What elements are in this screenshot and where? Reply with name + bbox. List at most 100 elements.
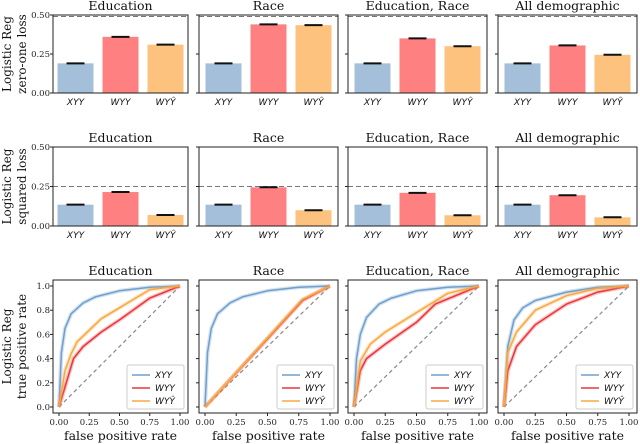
legend-label: WYŶ [155,395,176,407]
subplot: Race XYY WYY WYŶ [196,130,339,241]
subplot-title: All demographic [514,130,619,145]
row-label: squared loss [15,148,29,224]
x-tick-label: 0.50 [557,418,576,428]
subplot-title: Education, Race [366,130,470,145]
bar [147,214,184,226]
x-tick-label: WYŶ [156,229,177,241]
x-tick-label: XYY [214,98,234,108]
subplot: Race XYY WYY WYŶ [196,0,339,108]
legend-label: WYŶ [454,395,475,407]
x-tick-label: WYŶ [453,96,474,108]
legend-label: XYY [304,371,324,381]
x-tick-label: 0.25 [80,418,99,428]
subplot-title: Education [88,0,152,13]
x-axis-label: false positive rate [361,428,474,443]
row-label: Logistic Reg [0,148,14,224]
x-tick-label: 0.75 [588,418,607,428]
x-tick-label: WYY [408,231,429,241]
plot-frame [198,279,339,414]
roc-curve-1 [503,285,630,408]
bar [147,44,184,93]
x-tick-label: 0.25 [526,418,545,428]
row-label: zero-one loss [15,14,29,94]
x-tick-label: 0.25 [227,418,246,428]
bar [354,204,391,226]
x-tick-label: 0.50 [407,418,426,428]
bar [57,204,94,226]
x-tick-label: XYY [66,231,86,241]
x-tick-label: 1.00 [470,418,489,428]
x-tick-label: 0.75 [289,418,308,428]
x-tick-label: 0.50 [258,418,277,428]
x-tick-label: WYŶ [603,229,624,241]
subplot-title: Race [253,0,285,13]
x-tick-label: XYY [363,98,383,108]
roc-curve-1 [58,285,181,408]
legend-label: XYY [453,371,473,381]
bar [354,63,391,93]
x-tick-label: WYY [259,231,280,241]
y-tick-label: 0.2 [36,379,50,389]
x-tick-label: WYY [408,98,429,108]
plot-frame [347,279,488,414]
bar [594,54,631,93]
subplot: Education, Race XYY WYY WYŶ [345,0,488,108]
x-tick-label: 0.00 [345,418,364,428]
x-tick-label: WYŶ [304,96,325,108]
chance-line [353,285,480,408]
roc-curve-0 [353,285,480,408]
y-tick-label: 0.50 [31,143,50,153]
y-tick-label: 0.0 [36,403,50,413]
subplot: All demographic 0.00 0.25 0.50 0.75 1.00false… [495,263,639,443]
subplot-title: Race [253,263,285,278]
bar [102,192,139,226]
bar [57,63,94,93]
plot-frame [198,146,339,227]
row-label: Logistic Reg [0,308,14,384]
x-tick-label: 0.75 [438,418,457,428]
roc-curve-2 [204,285,331,408]
x-tick-label: XYY [513,231,533,241]
y-tick-label: 0.25 [31,50,50,60]
roc-curve-0 [503,285,630,408]
legend-label: WYY [454,384,475,394]
bar [250,24,287,93]
legend-label: WYY [155,384,176,394]
subplot: All demographic XYY WYY WYŶ [495,130,638,241]
subplot: Education, Race 0.00 0.25 0.50 0.75 1.00false… [345,263,489,443]
x-tick-label: 1.00 [171,418,190,428]
y-tick-label: 0.50 [31,11,50,21]
plot-frame [52,279,189,414]
legend-label: WYY [604,384,625,394]
row-label: Logistic Reg [0,16,14,92]
plot-frame [497,14,638,94]
plot-frame [52,14,189,94]
bar [504,204,541,226]
bar [549,45,586,93]
plot-frame [497,279,638,414]
plot-frame [497,146,638,227]
x-tick-label: WYY [111,231,132,241]
roc-curve-2 [58,285,181,408]
x-tick-label: 1.00 [321,418,340,428]
subplot-title: All demographic [514,0,619,13]
subplot-title: All demographic [514,263,619,278]
subplot: All demographic XYY WYY WYŶ [495,0,638,108]
legend-box [126,364,185,410]
x-axis-label: false positive rate [511,428,624,443]
y-tick-label: 0.00 [31,222,50,232]
row-label: true positive rate [15,294,29,399]
chance-line [204,285,331,408]
roc-curve-1 [353,285,480,408]
bar [295,25,332,93]
roc-curve-2 [353,285,480,408]
x-tick-label: XYY [513,98,533,108]
x-tick-label: WYY [111,98,132,108]
bar [102,36,139,93]
x-tick-label: 1.00 [620,418,639,428]
x-tick-label: XYY [66,98,86,108]
